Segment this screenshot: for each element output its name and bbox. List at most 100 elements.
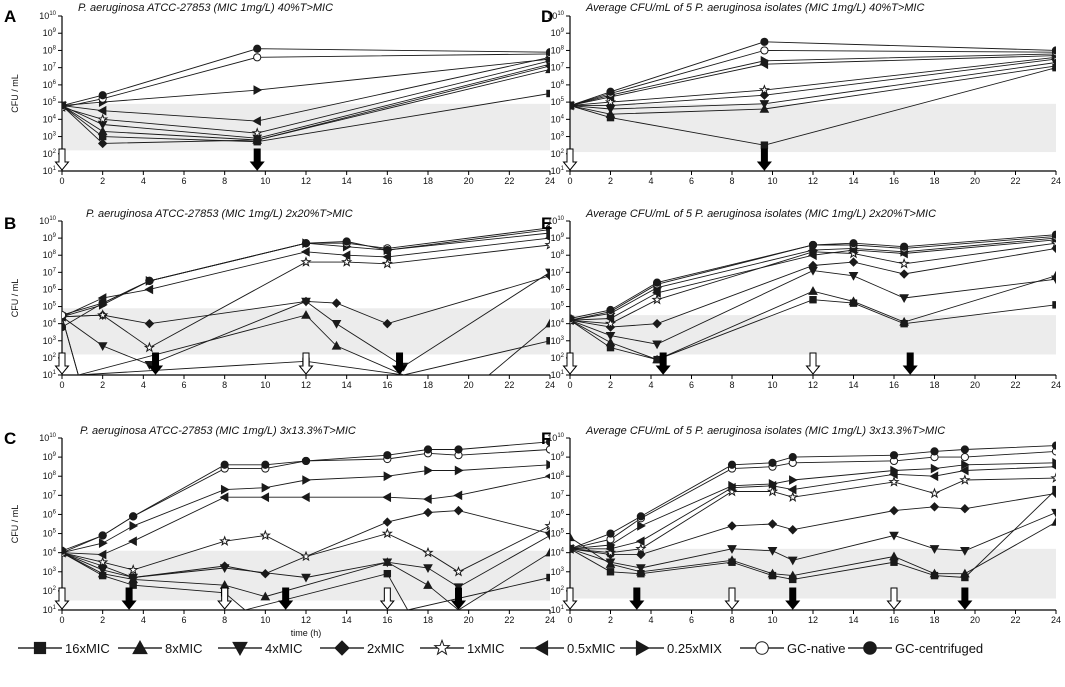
data-point-1xMIC <box>544 239 550 250</box>
x-tick-label: 24 <box>1051 176 1061 186</box>
legend-marker-triangle-left <box>533 640 549 656</box>
data-point-1xMIC <box>97 309 109 320</box>
data-point-GC-centrifuged <box>606 529 615 538</box>
x-tick-label: 10 <box>767 615 777 625</box>
series-line-0.25xMIX <box>570 462 1056 550</box>
data-point-0.5xMIC <box>453 490 463 501</box>
data-point-1xMIC <box>959 474 971 485</box>
y-tick-label: 104 <box>551 319 565 329</box>
data-point-0.5xMIC <box>300 492 310 503</box>
x-tick-label: 20 <box>464 615 474 625</box>
data-point-GC-centrifuged <box>423 445 433 454</box>
data-point-8xMIC <box>889 551 899 561</box>
data-point-8xMIC <box>960 568 970 578</box>
data-point-0.25xMIX <box>768 479 778 489</box>
dose-arrow-open <box>379 587 395 610</box>
data-point-2xMIC <box>899 269 909 279</box>
data-point-8xMIC <box>1051 517 1056 526</box>
data-point-0.25xMIX <box>890 465 900 476</box>
data-point-2xMIC <box>252 135 262 145</box>
dose-arrow-filled <box>902 352 918 375</box>
data-point-0.5xMIC <box>605 313 615 324</box>
data-point-0.5xMIC <box>635 536 645 547</box>
data-point-8xMIC <box>260 591 271 601</box>
y-tick-label: 107 <box>43 63 57 73</box>
data-point-GC-centrifuged <box>383 451 392 460</box>
x-tick-label: 8 <box>222 615 227 625</box>
data-point-4xMIC <box>652 340 662 350</box>
data-point-GC-centrifuged <box>900 242 909 251</box>
data-point-1xMIC <box>219 535 231 547</box>
x-tick-label: 4 <box>648 380 653 390</box>
x-tick-label: 12 <box>301 380 311 390</box>
series-line-GC-centrifuged <box>62 441 550 552</box>
y-tick-label: 1010 <box>39 216 56 226</box>
y-tick-label: 108 <box>551 45 565 55</box>
y-tick-label: 109 <box>551 28 565 38</box>
dose-arrow-filled <box>957 587 973 610</box>
y-axis-label: CFU / mL <box>10 279 20 318</box>
x-tick-label: 18 <box>423 176 433 186</box>
data-point-2xMIC <box>960 504 970 514</box>
x-tick-label: 14 <box>342 380 352 390</box>
data-point-0.5xMIC <box>97 549 107 560</box>
panel-b: B P. aeruginosa ATCC-27853 (MIC 1mg/L) 2x… <box>4 208 555 390</box>
data-point-8xMIC <box>808 286 818 295</box>
plot-area <box>570 441 1056 584</box>
data-point-1xMIC <box>300 550 312 562</box>
x-tick-label: 10 <box>260 615 270 625</box>
data-point-2xMIC <box>889 505 899 516</box>
series-line-0.5xMIC <box>570 466 1056 550</box>
legend-item-1xMIC: 1xMIC <box>420 638 505 656</box>
y-tick-label: 105 <box>43 302 57 312</box>
data-point-1xMIC <box>787 491 799 503</box>
x-tick-label: 14 <box>848 176 858 186</box>
data-point-2xMIC <box>423 507 433 518</box>
data-point-1xMIC <box>651 293 663 305</box>
data-point-8xMIC <box>652 354 662 364</box>
data-point-16xMIC <box>546 573 550 582</box>
data-point-2xMIC <box>767 519 778 529</box>
panel-d: D Average CFU/mL of 5 P. aeruginosa isola… <box>541 2 1061 186</box>
data-point-GC-centrifuged <box>930 447 939 456</box>
dose-arrow-filled <box>756 148 772 171</box>
data-point-2xMIC <box>1051 488 1056 499</box>
legend-item-GC-native: GC-native <box>740 641 846 656</box>
legend-label: 8xMIC <box>165 641 203 656</box>
x-tick-label: 2 <box>100 615 105 625</box>
legend-item-0.5xMIC: 0.5xMIC <box>520 640 615 656</box>
data-point-GC-centrifuged <box>760 37 769 46</box>
series-line-16xMIC <box>570 489 1056 580</box>
series-line-16xMIC <box>62 93 550 143</box>
x-tick-label: 18 <box>929 615 939 625</box>
data-point-GC-centrifuged <box>1051 46 1056 55</box>
x-tick-label: 8 <box>729 176 734 186</box>
y-tick-label: 103 <box>43 132 57 142</box>
panel-label: B <box>4 214 16 233</box>
x-tick-label: 6 <box>181 615 186 625</box>
y-tick-label: 102 <box>43 586 57 596</box>
y-tick-label: 105 <box>551 302 565 312</box>
data-point-0.25xMIX <box>454 465 464 476</box>
data-point-1xMIC <box>127 564 139 575</box>
data-point-0.25xMIX <box>383 471 393 482</box>
data-point-4xMIC <box>960 547 970 556</box>
data-point-GC-native <box>760 46 769 55</box>
data-point-2xMIC <box>808 260 818 271</box>
x-tick-label: 10 <box>767 380 777 390</box>
y-tick-label: 102 <box>43 149 57 159</box>
x-tick-label: 2 <box>608 380 613 390</box>
data-point-16xMIC <box>760 141 769 149</box>
data-point-0.25xMIX <box>546 459 550 470</box>
y-tick-label: 108 <box>43 250 57 260</box>
y-tick-label: 105 <box>551 97 565 107</box>
data-point-GC-centrifuged <box>889 451 899 460</box>
y-tick-label: 103 <box>551 132 565 142</box>
y-tick-label: 101 <box>551 370 565 380</box>
legend-marker-triangle-up <box>132 639 148 655</box>
x-tick-label: 8 <box>729 380 734 390</box>
y-tick-label: 108 <box>551 250 565 260</box>
series-line-GC-centrifuged <box>570 41 1056 107</box>
x-tick-label: 12 <box>301 615 311 625</box>
data-point-4xMIC <box>1051 275 1056 285</box>
